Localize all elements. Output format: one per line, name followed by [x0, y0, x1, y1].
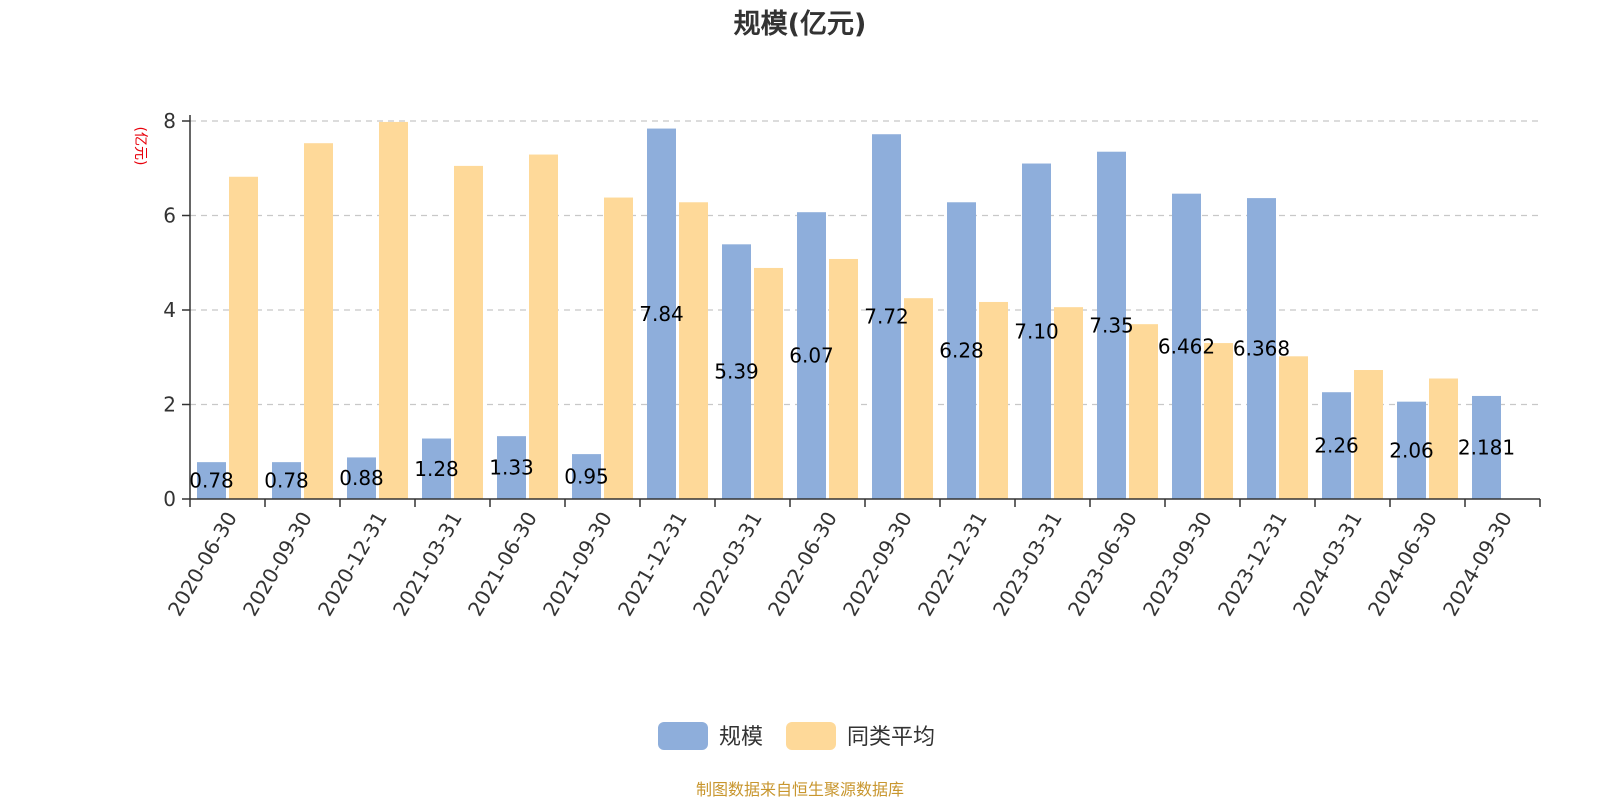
bar-同类平均[interactable]	[679, 202, 708, 499]
bar-同类平均[interactable]	[1429, 378, 1458, 499]
data-label: 2.26	[1314, 434, 1359, 458]
bar-同类平均[interactable]	[379, 121, 408, 499]
data-labels: 0.78 0.78 0.88 1.28 1.33 0.95 7.84 5.39 6.07 7.72…	[189, 302, 1515, 493]
bar-规模[interactable]	[272, 462, 301, 499]
x-tick-label: 2021-06-30	[463, 508, 542, 621]
y-axis-label: (亿元)	[132, 127, 148, 166]
x-tick-label: 2024-09-30	[1438, 508, 1517, 621]
bar-规模[interactable]	[197, 462, 226, 499]
x-tick-label: 2023-12-31	[1213, 508, 1292, 621]
data-label: 6.07	[789, 344, 834, 368]
bar-同类平均[interactable]	[304, 143, 333, 499]
bar-规模[interactable]	[1472, 395, 1501, 499]
x-tick-label: 2021-03-31	[388, 508, 467, 621]
data-label: 6.28	[939, 339, 984, 363]
bar-规模[interactable]	[572, 454, 601, 499]
bar-规模[interactable]	[422, 438, 451, 499]
y-tick-label: 6	[163, 204, 176, 228]
x-tick-label: 2023-06-30	[1063, 508, 1142, 621]
bar-同类平均[interactable]	[904, 298, 933, 499]
legend-swatch-规模[interactable]	[658, 722, 708, 750]
legend: 规模 同类平均	[658, 722, 935, 750]
bar-同类平均[interactable]	[829, 258, 858, 499]
legend-label-同类平均[interactable]: 同类平均	[847, 725, 935, 750]
bar-同类平均[interactable]	[454, 165, 483, 499]
x-tick-label: 2023-03-31	[988, 508, 1067, 621]
bar-规模[interactable]	[1172, 193, 1201, 499]
legend-label-规模[interactable]: 规模	[719, 725, 763, 750]
data-label: 5.39	[714, 360, 759, 384]
y-tick-label: 8	[163, 109, 176, 133]
data-label: 0.88	[339, 466, 384, 490]
data-label: 7.72	[864, 305, 909, 329]
y-tick-label: 4	[163, 298, 176, 322]
data-label: 2.06	[1389, 438, 1434, 462]
data-label: 0.95	[564, 465, 609, 489]
x-tick-label: 2022-06-30	[763, 508, 842, 621]
bar-同类平均[interactable]	[979, 301, 1008, 499]
data-label: 7.10	[1014, 319, 1059, 343]
bar-规模[interactable]	[1097, 151, 1126, 499]
bars	[197, 121, 1501, 500]
x-tick-label: 2020-06-30	[163, 508, 242, 621]
bar-同类平均[interactable]	[1279, 356, 1308, 499]
bar-规模[interactable]	[797, 212, 826, 499]
bar-同类平均[interactable]	[529, 154, 558, 500]
x-tick-label: 2020-12-31	[313, 508, 392, 621]
x-tick-label: 2021-12-31	[613, 508, 692, 621]
data-label: 6.368	[1233, 337, 1290, 361]
data-label: 1.28	[414, 457, 459, 481]
data-label: 7.35	[1089, 313, 1134, 337]
y-tick-label: 2	[163, 393, 176, 417]
bar-规模[interactable]	[647, 128, 676, 499]
x-tick-label: 2022-09-30	[838, 508, 917, 621]
bar-同类平均[interactable]	[604, 197, 633, 500]
bar-规模[interactable]	[722, 244, 751, 499]
bar-规模[interactable]	[1322, 392, 1351, 499]
bar-规模[interactable]	[347, 457, 376, 499]
legend-swatch-同类平均[interactable]	[786, 722, 836, 750]
bar-规模[interactable]	[872, 134, 901, 500]
grid-lines	[190, 120, 1540, 406]
bar-同类平均[interactable]	[1054, 307, 1083, 499]
x-tick-label: 2020-09-30	[238, 508, 317, 621]
bar-同类平均[interactable]	[1129, 324, 1158, 499]
bar-规模[interactable]	[497, 436, 526, 499]
x-tick-label: 2024-03-31	[1288, 508, 1367, 621]
bar-同类平均[interactable]	[754, 267, 783, 499]
x-tick-label: 2023-09-30	[1138, 508, 1217, 621]
bar-规模[interactable]	[947, 202, 976, 499]
data-label: 7.84	[639, 302, 684, 326]
y-tick-label: 0	[163, 487, 176, 511]
bar-规模[interactable]	[1397, 401, 1426, 499]
x-tick-label: 2022-03-31	[688, 508, 767, 621]
x-tick-label: 2024-06-30	[1363, 508, 1442, 621]
bar-同类平均[interactable]	[1204, 343, 1233, 499]
bar-规模[interactable]	[1022, 163, 1051, 499]
data-source-note: 制图数据来自恒生聚源数据库	[696, 780, 904, 799]
x-tick-label: 2022-12-31	[913, 508, 992, 621]
x-tick-label: 2021-09-30	[538, 508, 617, 621]
data-label: 1.33	[489, 456, 534, 480]
data-label: 6.462	[1158, 334, 1215, 358]
chart-title: 规模(亿元)	[734, 9, 867, 40]
bar-同类平均[interactable]	[1354, 370, 1383, 499]
data-label: 0.78	[264, 469, 309, 493]
data-label: 0.78	[189, 469, 234, 493]
bar-规模[interactable]	[1247, 198, 1276, 499]
bar-同类平均[interactable]	[229, 176, 258, 499]
data-label: 2.181	[1458, 435, 1515, 459]
